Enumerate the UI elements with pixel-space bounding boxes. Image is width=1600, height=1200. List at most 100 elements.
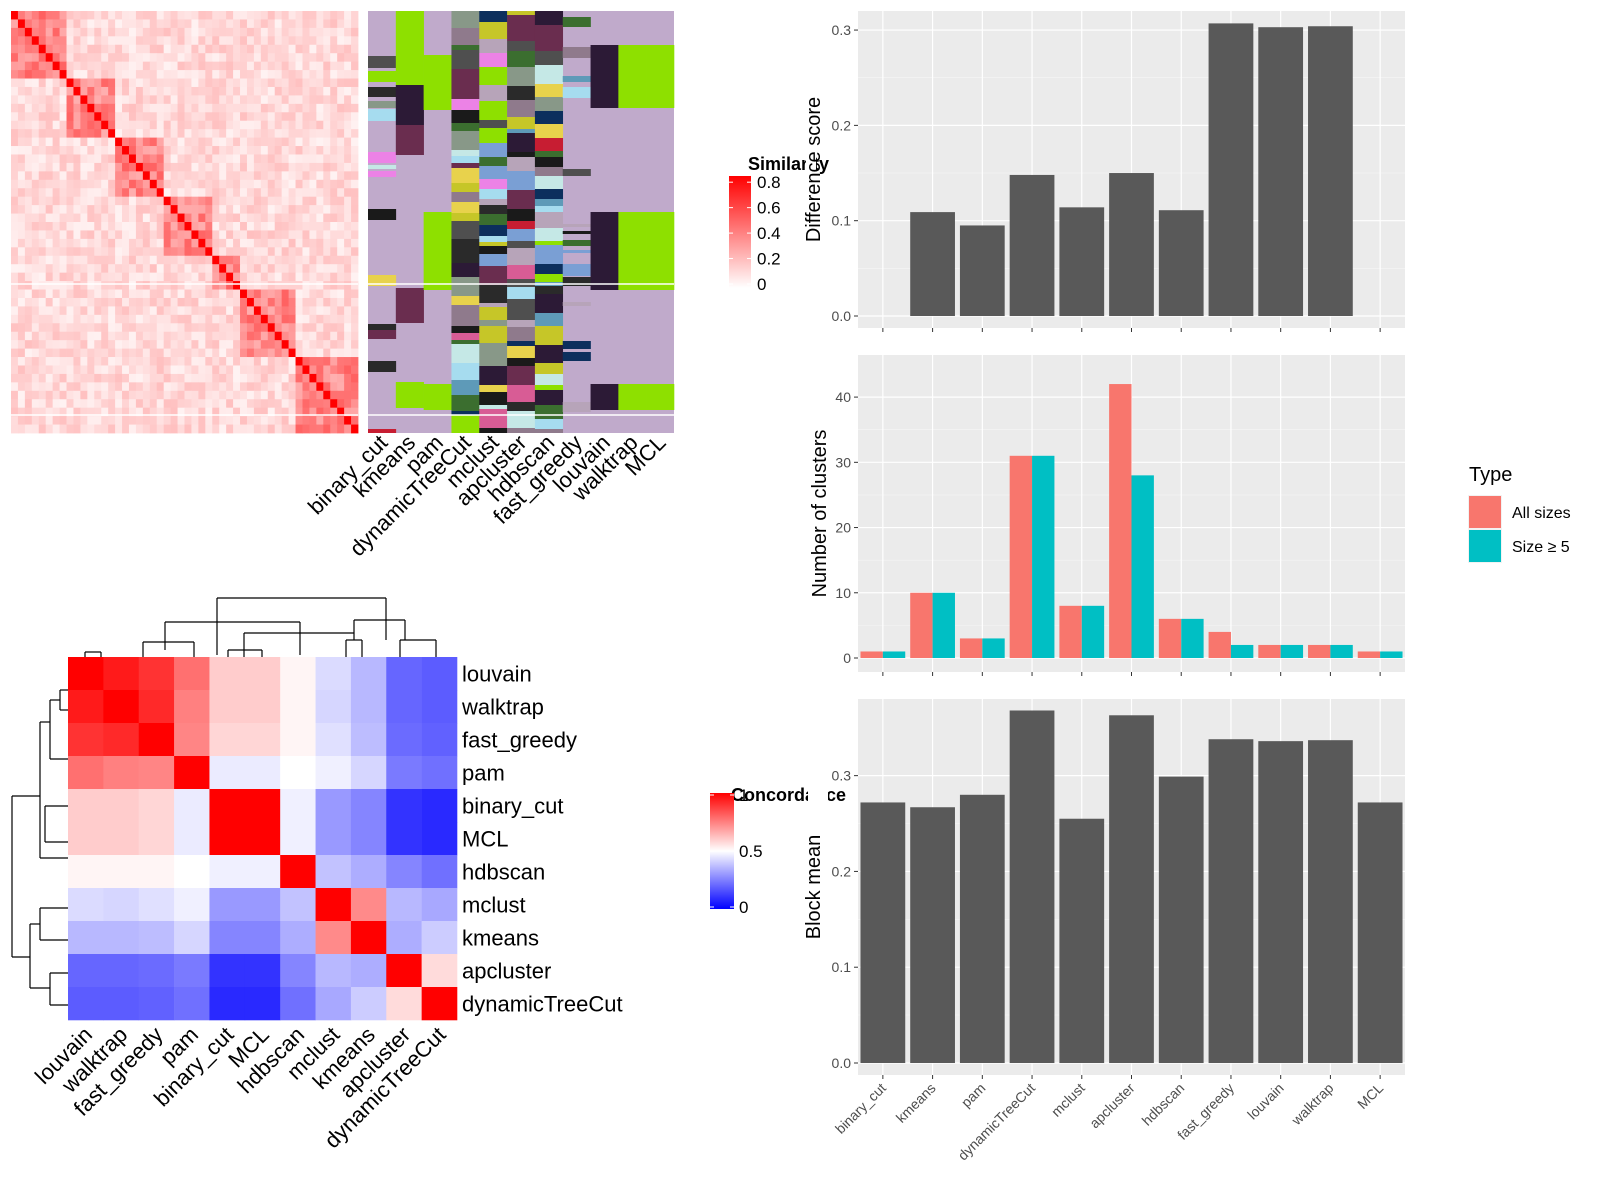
concordance-cell: [244, 723, 281, 757]
similarity-cell: [80, 162, 88, 172]
similarity-cell: [240, 146, 248, 155]
similarity-cell: [226, 264, 234, 274]
similarity-cell: [17, 390, 26, 400]
assignment-block: [507, 248, 536, 265]
similarity-cell: [87, 53, 95, 63]
similarity-cell: [128, 137, 137, 147]
similarity-cell: [24, 112, 33, 122]
similarity-cell: [17, 188, 26, 198]
similarity-cell: [316, 314, 324, 324]
similarity-cell: [226, 390, 234, 400]
similarity-cell: [163, 306, 172, 316]
similarity-cell: [135, 323, 144, 333]
similarity-cell: [115, 314, 123, 324]
concordance-cell: [68, 921, 104, 955]
similarity-cell: [302, 53, 310, 63]
similarity-cell: [337, 306, 345, 316]
similarity-cell: [24, 196, 33, 206]
similarity-cell: [73, 348, 81, 358]
similarity-cell: [281, 289, 289, 299]
similarity-cell: [122, 78, 130, 88]
similarity-cell: [309, 129, 317, 138]
similarity-cell: [45, 314, 54, 324]
similarity-cell: [274, 78, 283, 88]
similarity-cell: [330, 340, 338, 349]
similarity-cell: [191, 348, 199, 358]
concordance-cell: [315, 987, 352, 1021]
similarity-cell: [135, 314, 144, 324]
similarity-cell: [184, 272, 192, 282]
similarity-cell: [205, 297, 213, 307]
concordance-cell: [350, 987, 387, 1021]
similarity-cell: [80, 365, 88, 375]
similarity-cell: [66, 306, 74, 316]
similarity-cell: [170, 103, 178, 113]
similarity-cell: [52, 129, 60, 138]
similarity-cell: [24, 340, 33, 349]
similarity-cell: [302, 27, 310, 37]
similarity-cell: [191, 255, 199, 265]
similarity-cell: [344, 86, 352, 96]
similarity-cell: [128, 399, 137, 409]
similarity-cell: [135, 103, 144, 113]
similarity-cell: [31, 53, 40, 63]
similarity-cell: [253, 255, 262, 265]
similarity-cell: [226, 137, 234, 147]
similarity-cell: [281, 213, 289, 223]
assignment-block: [368, 165, 397, 169]
similarity-cell: [163, 247, 172, 257]
similarity-cell: [94, 112, 102, 122]
similarity-cell: [184, 424, 192, 434]
similarity-cell: [267, 179, 276, 189]
similarity-cell: [66, 247, 74, 257]
similarity-cell: [149, 44, 158, 54]
concordance-cell: [103, 723, 140, 757]
similarity-cell: [115, 137, 123, 147]
similarity-cell: [108, 27, 116, 37]
similarity-cell: [108, 331, 116, 341]
similarity-cell: [184, 11, 192, 20]
similarity-cell: [344, 407, 352, 417]
assignment-block: [395, 382, 424, 408]
similarity-cell: [149, 238, 158, 248]
similarity-cell: [246, 213, 255, 223]
similarity-cell: [260, 137, 269, 147]
similarity-cell: [156, 357, 165, 366]
similarity-cell: [191, 365, 199, 375]
similarity-cell: [11, 357, 19, 366]
similarity-cell: [108, 399, 116, 409]
similarity-cell: [59, 95, 67, 105]
similarity-cell: [177, 86, 185, 96]
similarity-cell: [101, 44, 109, 54]
similarity-cell: [66, 53, 74, 63]
similarity-cell: [149, 399, 158, 409]
similarity-cell: [344, 255, 352, 265]
similarity-cell: [128, 416, 137, 425]
similarity-cell: [267, 314, 276, 324]
similarity-cell: [309, 272, 317, 282]
similarity-cell: [226, 11, 234, 20]
similarity-cell: [260, 95, 269, 105]
similarity-cell: [233, 306, 241, 316]
similarity-cell: [184, 137, 192, 147]
similarity-cell: [295, 272, 303, 282]
similarity-cell: [80, 407, 88, 417]
similarity-cell: [212, 196, 220, 206]
similarity-cell: [31, 44, 40, 54]
similarity-cell: [156, 289, 165, 299]
similarity-cell: [330, 382, 338, 392]
similarity-cell: [198, 297, 206, 307]
similarity-cell: [233, 53, 241, 63]
similarity-cell: [11, 289, 19, 299]
similarity-cell: [115, 340, 123, 349]
similarity-cell: [115, 11, 123, 20]
similarity-cell: [66, 95, 74, 105]
assignment-block: [479, 303, 508, 307]
similarity-cell: [128, 272, 137, 282]
similarity-cell: [80, 331, 88, 341]
similarity-cell: [115, 407, 123, 417]
similarity-cell: [295, 314, 303, 324]
similarity-cell: [351, 348, 359, 358]
similarity-cell: [323, 247, 331, 257]
assignment-block: [451, 150, 480, 156]
